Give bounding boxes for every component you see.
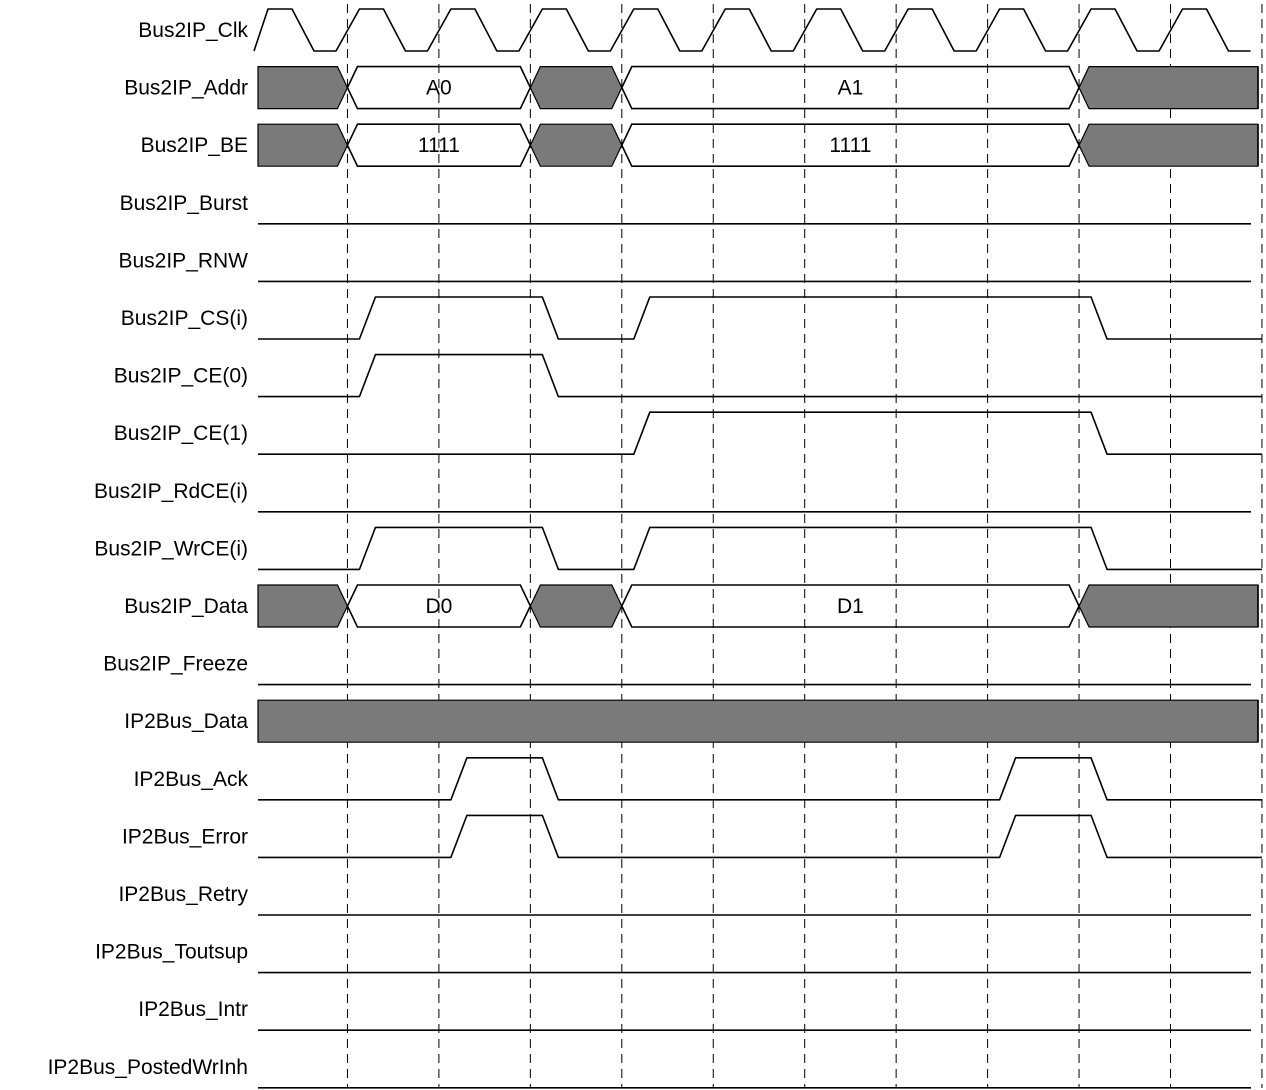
be-value-label: 1111 — [829, 134, 871, 157]
waveform-ce0 — [258, 353, 1262, 398]
addr-value-label: A1 — [838, 77, 864, 100]
be-valid-segment — [346, 123, 532, 167]
addr-undefined-segment — [1078, 65, 1259, 110]
addr-valid-segment — [346, 65, 532, 110]
be-undefined-segment — [257, 123, 349, 167]
signal-label-error: IP2Bus_Error — [122, 825, 248, 848]
be-undefined-segment — [1078, 123, 1259, 167]
data-value-label: D1 — [837, 595, 864, 618]
signal-label-data: Bus2IP_Data — [124, 595, 248, 618]
waveform-ack — [258, 756, 1262, 801]
clock-trace — [253, 8, 1251, 52]
signal-label-clk: Bus2IP_Clk — [138, 19, 248, 42]
addr-undefined-segment — [257, 65, 349, 110]
signal-labels: Bus2IP_Clk Bus2IP_Addr Bus2IP_BE Bus2IP_Bur… — [48, 19, 249, 1079]
signal-label-rdce: Bus2IP_RdCE(i) — [94, 480, 248, 503]
data-undefined-segment — [257, 584, 349, 628]
signal-label-wrce: Bus2IP_WrCE(i) — [94, 537, 248, 560]
ack-trace — [258, 756, 1262, 801]
addr-undefined-segment — [529, 65, 623, 110]
signal-label-ipdata: IP2Bus_Data — [124, 710, 248, 733]
waveform-ce1 — [258, 411, 1262, 456]
be-value-label: 1111 — [418, 134, 460, 157]
signal-label-postedwr: IP2Bus_PostedWrInh — [48, 1056, 248, 1079]
data-value-label: D0 — [425, 595, 452, 618]
signal-label-ack: IP2Bus_Ack — [134, 768, 249, 791]
waveform-ipdata — [257, 699, 1259, 743]
cs-trace — [258, 296, 1262, 340]
be-valid-segment — [620, 123, 1080, 167]
data-valid-segment — [620, 584, 1080, 628]
signal-label-ce1: Bus2IP_CE(1) — [114, 422, 248, 445]
waveform-clk — [253, 8, 1251, 52]
waveform-wrce — [258, 526, 1262, 571]
ce1-trace — [258, 411, 1262, 456]
addr-valid-segment — [620, 65, 1080, 110]
waveform-data: D0 D1 — [257, 584, 1259, 628]
ipdata-undefined-segment — [257, 699, 1259, 743]
error-trace — [258, 814, 1262, 859]
waveform-addr: A0 A1 — [257, 65, 1259, 110]
signal-label-addr: Bus2IP_Addr — [124, 77, 248, 100]
signal-label-retry: IP2Bus_Retry — [118, 883, 248, 906]
waveform-error — [258, 814, 1262, 859]
ce0-trace — [258, 353, 1262, 398]
addr-value-label: A0 — [426, 77, 452, 100]
signal-label-intr: IP2Bus_Intr — [138, 998, 248, 1021]
data-valid-segment — [346, 584, 532, 628]
wrce-trace — [258, 526, 1262, 571]
data-undefined-segment — [529, 584, 623, 628]
signal-label-toutsup: IP2Bus_Toutsup — [95, 941, 248, 964]
signal-label-freeze: Bus2IP_Freeze — [103, 653, 248, 676]
signal-label-ce0: Bus2IP_CE(0) — [114, 365, 248, 388]
be-undefined-segment — [529, 123, 623, 167]
signal-label-be: Bus2IP_BE — [141, 134, 248, 157]
signal-label-burst: Bus2IP_Burst — [120, 192, 249, 215]
data-undefined-segment — [1078, 584, 1259, 628]
signal-label-cs: Bus2IP_CS(i) — [121, 307, 248, 330]
waveform-be: 1111 1111 — [257, 123, 1259, 167]
clock-edge-gridlines — [346, 4, 1263, 1088]
signal-waveforms: A0 A1 1111 1111 D0 D1 — [253, 8, 1262, 1089]
waveform-cs — [258, 296, 1262, 340]
signal-label-rnw: Bus2IP_RNW — [118, 249, 248, 272]
